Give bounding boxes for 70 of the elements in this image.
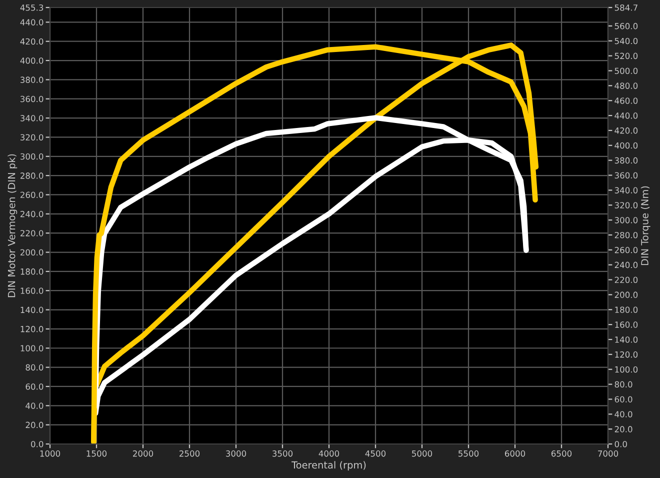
y-tick-label: 400.0	[20, 58, 44, 64]
y-tick-label: 220.0	[20, 230, 44, 236]
y2-tick-label: 400.0	[614, 142, 638, 149]
y2-tick-label: 0.0	[614, 440, 627, 448]
y2-tick-label: 520.0	[614, 52, 638, 60]
y-tick-label: 180.0	[20, 268, 44, 275]
x-tick-label: 2500	[180, 450, 200, 457]
y2-tick-label: 220.0	[614, 276, 638, 284]
y2-tick-label: 280.0	[614, 232, 638, 238]
y-axis-title: DIN Motor Vermogen (DIN pk)	[8, 154, 18, 298]
x-tick-label: 6000	[504, 450, 526, 457]
y-tick-label: 300.0	[20, 153, 44, 160]
x-axis-title: Toerental (rpm)	[292, 461, 366, 470]
y-tick-label: 120.0	[20, 326, 44, 332]
y-tick-label: 380.0	[20, 76, 44, 83]
x-tick-label: 5000	[412, 450, 432, 457]
x-tick-label: 4000	[318, 450, 340, 457]
x-tick-label: 1500	[86, 450, 107, 457]
y2-tick-label: 380.0	[614, 157, 638, 164]
y2-tick-label: 300.0	[614, 217, 638, 224]
y2-tick-label: 200.0	[614, 292, 638, 298]
y2-tick-label: 360.0	[614, 172, 638, 179]
y-tick-label: 360.0	[20, 96, 44, 102]
y-tick-label: 320.0	[20, 134, 44, 140]
y2-tick-label: 320.0	[614, 202, 638, 208]
y2-tick-label: 120.0	[615, 351, 638, 358]
x-tick-label: 3000	[226, 450, 246, 457]
y-tick-label: 40.0	[26, 402, 44, 409]
y-tick-label: 440.0	[20, 19, 44, 26]
y2-tick-label: 180.0	[615, 306, 638, 313]
y2-tick-label: 240.0	[614, 262, 638, 268]
y2-tick-label: 20.0	[614, 426, 632, 432]
y2-axis-title: DIN Torque (Nm)	[640, 186, 650, 266]
y2-tick-label: 100.0	[615, 366, 638, 373]
y2-tick-label: 160.0	[615, 322, 638, 328]
x-tick-label: 6500	[551, 450, 572, 457]
y-tick-label: 160.0	[20, 288, 44, 294]
y2-tick-label: 260.0	[614, 246, 638, 254]
x-tick-label: 5500	[458, 450, 479, 457]
y2-tick-label: 540.0	[614, 38, 638, 44]
y-tick-label: 340.0	[20, 115, 44, 122]
y2-tick-label: 40.0	[614, 411, 632, 418]
y-tick-label: 0.0	[31, 440, 44, 448]
y-tick-label: 60.0	[26, 383, 44, 390]
x-tick-label: 3500	[272, 450, 293, 457]
y2-tick-label: 60.0	[614, 396, 632, 402]
y2-tick-label: 420.0	[614, 127, 638, 134]
y-tick-label: 240.0	[20, 210, 44, 218]
x-tick-label: 4500	[365, 450, 386, 457]
y-tick-label: 280.0	[20, 172, 44, 179]
x-tick-label: 1000	[40, 450, 60, 457]
y-tick-label: 140.0	[20, 306, 44, 314]
y-tick-label: 200.0	[20, 249, 44, 256]
y2-tick-label: 480.0	[614, 82, 638, 89]
y-tick-label: 80.0	[26, 364, 44, 371]
y2-tick-label: 80.0	[614, 381, 632, 388]
x-tick-label: 7000	[598, 450, 618, 457]
y-tick-label: 455.3	[20, 4, 44, 11]
y-tick-label: 260.0	[20, 192, 44, 198]
y-tick-label: 420.0	[20, 38, 44, 45]
y-tick-label: 100.0	[20, 345, 44, 352]
y2-tick-label: 500.0	[614, 68, 638, 74]
y2-tick-label: 440.0	[614, 112, 638, 119]
y2-tick-label: 584.7	[614, 4, 638, 11]
y2-tick-label: 340.0	[614, 187, 638, 194]
y2-tick-label: 460.0	[614, 98, 638, 104]
y2-tick-label: 560.0	[614, 22, 638, 30]
y2-tick-label: 140.0	[615, 336, 638, 343]
y-tick-label: 20.0	[26, 422, 44, 428]
x-tick-label: 2000	[133, 450, 154, 457]
